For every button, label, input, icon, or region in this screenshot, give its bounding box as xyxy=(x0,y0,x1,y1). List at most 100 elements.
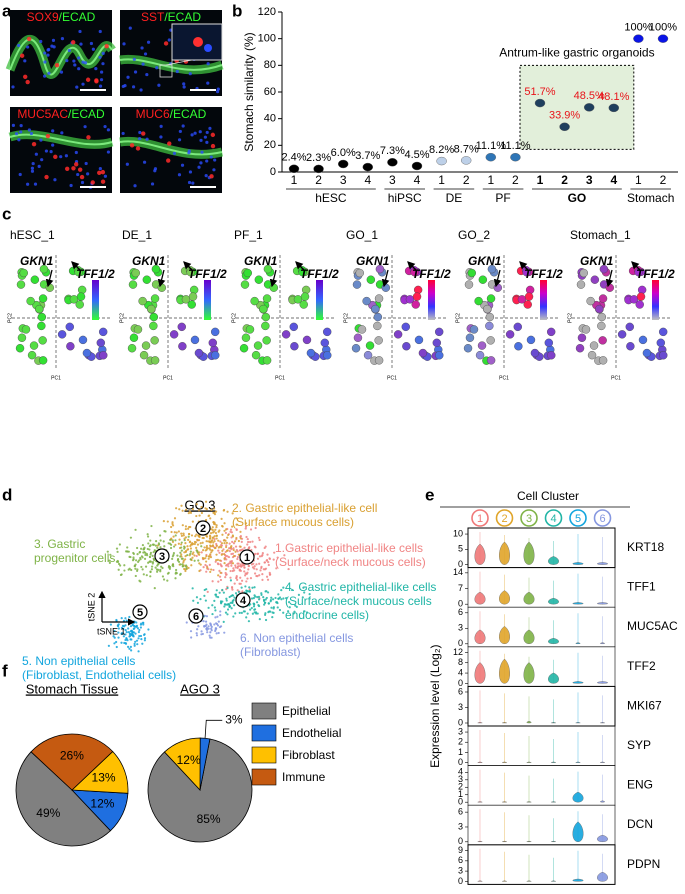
cell-dot xyxy=(15,344,25,353)
nucleus xyxy=(40,158,44,162)
axis-label: tSNE 1 xyxy=(97,626,126,636)
tsne-cell xyxy=(144,565,148,568)
marker-name: MUC5AC xyxy=(17,107,68,121)
cell-dot xyxy=(477,341,487,350)
slice-label: 13% xyxy=(92,771,116,785)
tsne-cell xyxy=(172,535,175,538)
tsne-cell xyxy=(191,556,194,559)
nucleus xyxy=(143,52,148,56)
cell-dot xyxy=(138,296,147,306)
nucleus xyxy=(178,129,182,134)
legend-swatch xyxy=(251,724,277,742)
tsne-cell xyxy=(137,637,140,640)
cell-dot xyxy=(467,268,476,278)
leader-line xyxy=(204,719,223,739)
nucleus xyxy=(81,82,85,86)
micrograph-content xyxy=(119,124,224,188)
tsne-cell xyxy=(200,505,203,509)
cluster-badge xyxy=(154,548,170,564)
pie-slice xyxy=(30,733,114,791)
tsne-cell xyxy=(246,537,249,541)
value-label: 3.7% xyxy=(355,150,380,162)
group-label: GO xyxy=(568,191,587,205)
nucleus xyxy=(180,163,185,167)
tsne-cell xyxy=(226,563,229,566)
axis-label: PC2 xyxy=(231,313,237,323)
tsne-cell xyxy=(184,536,188,539)
tsne-cell xyxy=(186,548,189,551)
tsne-cell xyxy=(202,620,205,623)
tsne-cell xyxy=(220,517,223,520)
nucleus xyxy=(19,130,23,134)
tsne-cell xyxy=(228,542,231,545)
tsne-cell xyxy=(293,610,296,613)
tsne-cell xyxy=(247,620,251,623)
tsne-cell xyxy=(237,553,240,556)
tsne-cell xyxy=(120,617,123,620)
gene-name: TFF2 xyxy=(627,659,656,673)
cluster-label: (Surface/neck mucous cells) xyxy=(275,555,426,569)
tsne-cell xyxy=(213,623,216,626)
tsne-cell xyxy=(119,564,122,567)
cell-dot xyxy=(37,312,47,322)
cell-dot xyxy=(605,283,615,292)
tsne-cell xyxy=(250,563,254,566)
tsne-cell xyxy=(210,636,213,639)
tsne-cell xyxy=(171,557,174,561)
axis-label: PC2 xyxy=(455,313,461,323)
tsne-cell xyxy=(247,540,250,544)
nucleus xyxy=(205,140,209,144)
marker-name: SST xyxy=(141,10,165,24)
tsne-cell xyxy=(141,642,144,645)
cell-dot xyxy=(469,325,479,334)
cell-dot xyxy=(362,296,371,306)
violin xyxy=(526,761,532,763)
tsne-cell xyxy=(132,552,135,556)
y-tick-label: 6 xyxy=(458,855,463,865)
tsne-cell xyxy=(214,531,218,535)
annotation: Antrum-like gastric organoids xyxy=(499,46,654,60)
nucleus xyxy=(79,42,83,46)
tsne-cell xyxy=(261,578,264,581)
tsne-cell xyxy=(226,613,229,616)
tsne-cell xyxy=(219,540,222,543)
cluster-number: 6 xyxy=(599,513,605,525)
tsne-cell xyxy=(244,525,248,528)
tsne-cell xyxy=(243,610,246,613)
cell-dot xyxy=(65,322,74,332)
cell-dot xyxy=(587,350,597,360)
tsne-cell xyxy=(211,580,214,583)
tsne-cell xyxy=(225,528,228,531)
tsne-cell xyxy=(181,524,184,527)
tsne-cell xyxy=(178,538,181,541)
stain-name: /ECAD xyxy=(68,107,105,121)
tsne-cell xyxy=(173,517,177,520)
cell-dot xyxy=(302,335,312,345)
nucleus xyxy=(138,130,142,135)
gene-label: TFF1/2 xyxy=(188,267,227,281)
tsne-cell xyxy=(145,552,149,556)
row-frame xyxy=(467,765,616,806)
tsne-cell xyxy=(147,628,150,631)
violin xyxy=(600,761,605,763)
tsne-cell xyxy=(278,608,282,612)
tsne-cell xyxy=(205,555,208,558)
dot xyxy=(436,156,447,166)
tsne-cell xyxy=(136,553,139,556)
stain-label: MUC5AC/ECAD xyxy=(17,107,105,121)
cell-dot xyxy=(363,350,373,360)
cell-dot xyxy=(365,341,375,350)
nucleus xyxy=(141,62,145,66)
value-label: 48.1% xyxy=(598,91,629,103)
nucleus xyxy=(106,150,111,154)
cell-dot xyxy=(38,336,47,345)
micrograph xyxy=(10,107,112,193)
cell-dot xyxy=(434,327,444,337)
plot-title: DE_1 xyxy=(122,228,152,242)
nucleus xyxy=(91,47,95,51)
group-label: Stomach xyxy=(627,191,674,205)
violin xyxy=(551,722,556,724)
tsne-cell xyxy=(244,574,247,577)
nucleus xyxy=(67,48,71,53)
tsne-cell xyxy=(265,575,269,578)
